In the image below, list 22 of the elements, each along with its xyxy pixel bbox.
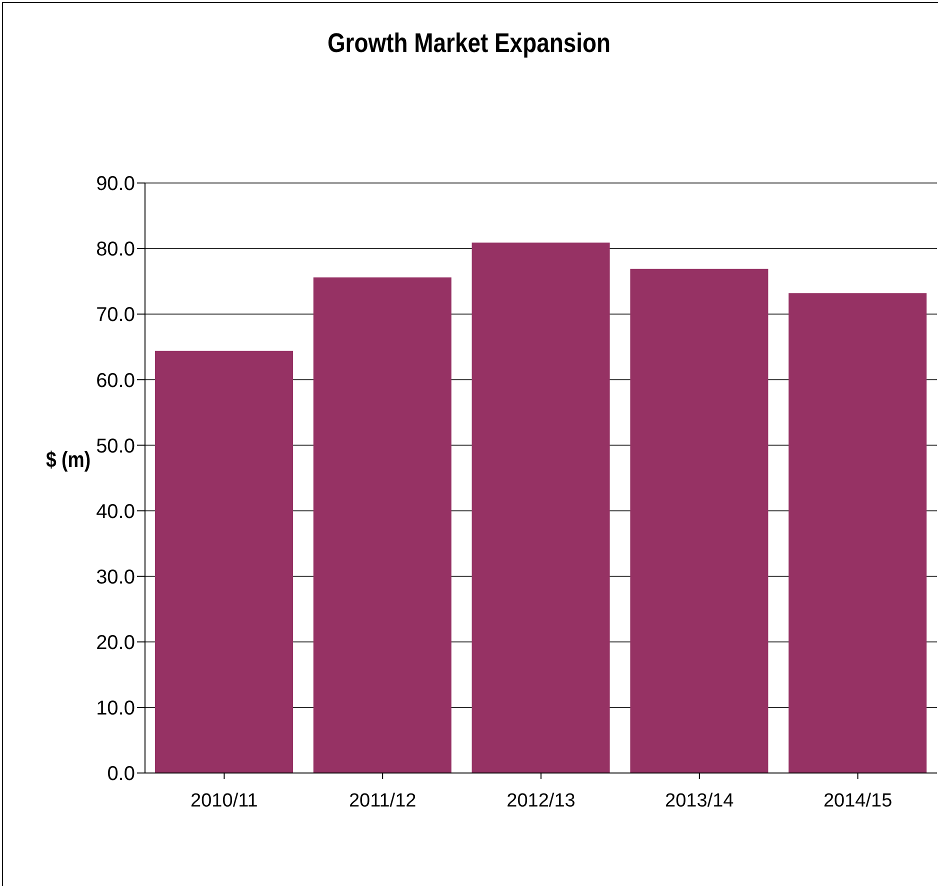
x-tick-label: 2013/14 [665, 790, 734, 812]
y-tick-label: 80.0 [96, 238, 135, 261]
y-tick-label: 10.0 [96, 698, 135, 720]
bar [788, 293, 927, 773]
y-tick-label: 60.0 [96, 370, 135, 392]
y-tick-label: 40.0 [96, 500, 135, 523]
y-tick-label: 50.0 [96, 435, 135, 458]
bar [472, 242, 610, 773]
x-tick-label: 2010/11 [190, 790, 258, 812]
bar [630, 268, 768, 773]
y-axis-title: $ (m) [46, 447, 91, 473]
y-tick-label: 20.0 [96, 632, 135, 654]
y-tick-label: 0.0 [107, 763, 135, 786]
chart-title: Growth Market Expansion [326, 28, 612, 59]
bar [155, 350, 293, 773]
bar [313, 277, 452, 773]
x-tick-label: 2012/13 [506, 790, 576, 812]
y-tick-label: 90.0 [96, 173, 135, 196]
x-tick-label: 2011/12 [348, 790, 416, 812]
y-tick-label: 70.0 [96, 304, 135, 326]
y-tick-label: 30.0 [96, 566, 135, 588]
x-tick-label: 2014/15 [823, 790, 892, 812]
